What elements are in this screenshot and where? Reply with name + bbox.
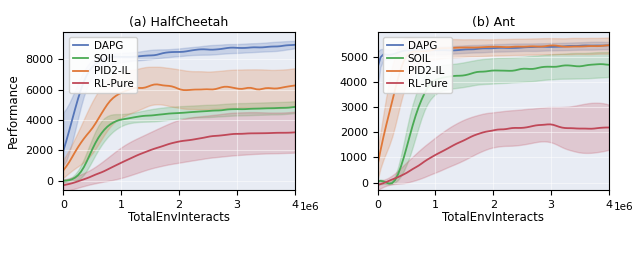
DAPG — [218, 47, 225, 50]
RL-Pure — [291, 131, 299, 134]
SOIL — [385, 182, 393, 185]
RL-Pure — [197, 136, 205, 140]
RL-Pure — [209, 134, 216, 138]
DAPG — [515, 46, 522, 49]
Line: PID2-IL: PID2-IL — [378, 45, 609, 166]
PID2-IL — [579, 45, 586, 48]
SOIL — [209, 109, 216, 112]
RL-Pure — [264, 131, 272, 135]
DAPG — [291, 43, 299, 46]
DAPG — [209, 48, 216, 51]
RL-Pure — [515, 126, 522, 130]
DAPG — [60, 149, 67, 152]
Line: PID2-IL: PID2-IL — [63, 84, 295, 170]
PID2-IL — [221, 85, 228, 88]
Line: DAPG: DAPG — [378, 45, 609, 68]
DAPG — [476, 47, 484, 50]
SOIL — [526, 67, 534, 70]
PID2-IL — [523, 45, 531, 48]
SOIL — [517, 67, 525, 70]
DAPG — [264, 45, 272, 48]
PID2-IL — [200, 88, 208, 91]
PID2-IL — [60, 169, 67, 172]
PID2-IL — [153, 83, 161, 86]
Text: 1e6: 1e6 — [614, 202, 633, 212]
RL-Pure — [218, 134, 225, 137]
SOIL — [162, 112, 170, 115]
RL-Pure — [511, 126, 519, 129]
SOIL — [197, 110, 205, 113]
DAPG — [579, 44, 586, 47]
X-axis label: TotalEnvInteracts: TotalEnvInteracts — [128, 211, 230, 224]
RL-Pure — [162, 143, 170, 147]
SOIL — [291, 105, 299, 109]
SOIL — [535, 66, 543, 69]
PID2-IL — [374, 164, 381, 167]
SOIL — [479, 70, 487, 73]
SOIL — [596, 63, 604, 66]
DAPG — [200, 48, 208, 51]
DAPG — [605, 44, 612, 47]
RL-Pure — [532, 124, 540, 127]
Legend: DAPG, SOIL, PID2-IL, RL-Pure: DAPG, SOIL, PID2-IL, RL-Pure — [383, 37, 452, 93]
RL-Pure — [523, 126, 531, 129]
SOIL — [218, 109, 225, 112]
SOIL — [374, 180, 381, 183]
Line: RL-Pure: RL-Pure — [378, 124, 609, 185]
RL-Pure — [547, 123, 554, 126]
SOIL — [264, 107, 272, 110]
Line: RL-Pure: RL-Pure — [63, 132, 295, 185]
DAPG — [374, 66, 381, 69]
DAPG — [532, 45, 540, 49]
DAPG — [162, 51, 170, 54]
PID2-IL — [291, 84, 299, 87]
SOIL — [605, 63, 612, 66]
SOIL — [582, 64, 589, 67]
Legend: DAPG, SOIL, PID2-IL, RL-Pure: DAPG, SOIL, PID2-IL, RL-Pure — [68, 37, 138, 93]
RL-Pure — [200, 136, 208, 139]
Line: DAPG: DAPG — [63, 45, 295, 151]
PID2-IL — [165, 84, 173, 87]
Line: SOIL: SOIL — [63, 107, 295, 181]
Text: 1e6: 1e6 — [300, 202, 319, 212]
SOIL — [200, 110, 208, 113]
RL-Pure — [605, 126, 612, 129]
RL-Pure — [582, 127, 589, 130]
PID2-IL — [511, 45, 519, 48]
PID2-IL — [515, 45, 522, 48]
X-axis label: TotalEnvInteracts: TotalEnvInteracts — [442, 211, 544, 224]
SOIL — [60, 179, 67, 182]
PID2-IL — [268, 87, 275, 90]
PID2-IL — [203, 88, 211, 91]
PID2-IL — [605, 44, 612, 47]
Line: SOIL: SOIL — [378, 64, 609, 184]
PID2-IL — [476, 46, 484, 49]
PID2-IL — [212, 87, 220, 91]
RL-Pure — [476, 132, 484, 135]
RL-Pure — [374, 183, 381, 186]
SOIL — [515, 68, 522, 71]
RL-Pure — [60, 184, 67, 187]
PID2-IL — [532, 45, 540, 48]
Title: (b) Ant: (b) Ant — [472, 16, 515, 29]
DAPG — [523, 46, 531, 49]
Y-axis label: Performance: Performance — [7, 73, 20, 148]
Title: (a) HalfCheetah: (a) HalfCheetah — [129, 16, 228, 29]
DAPG — [197, 48, 205, 51]
DAPG — [511, 46, 519, 50]
